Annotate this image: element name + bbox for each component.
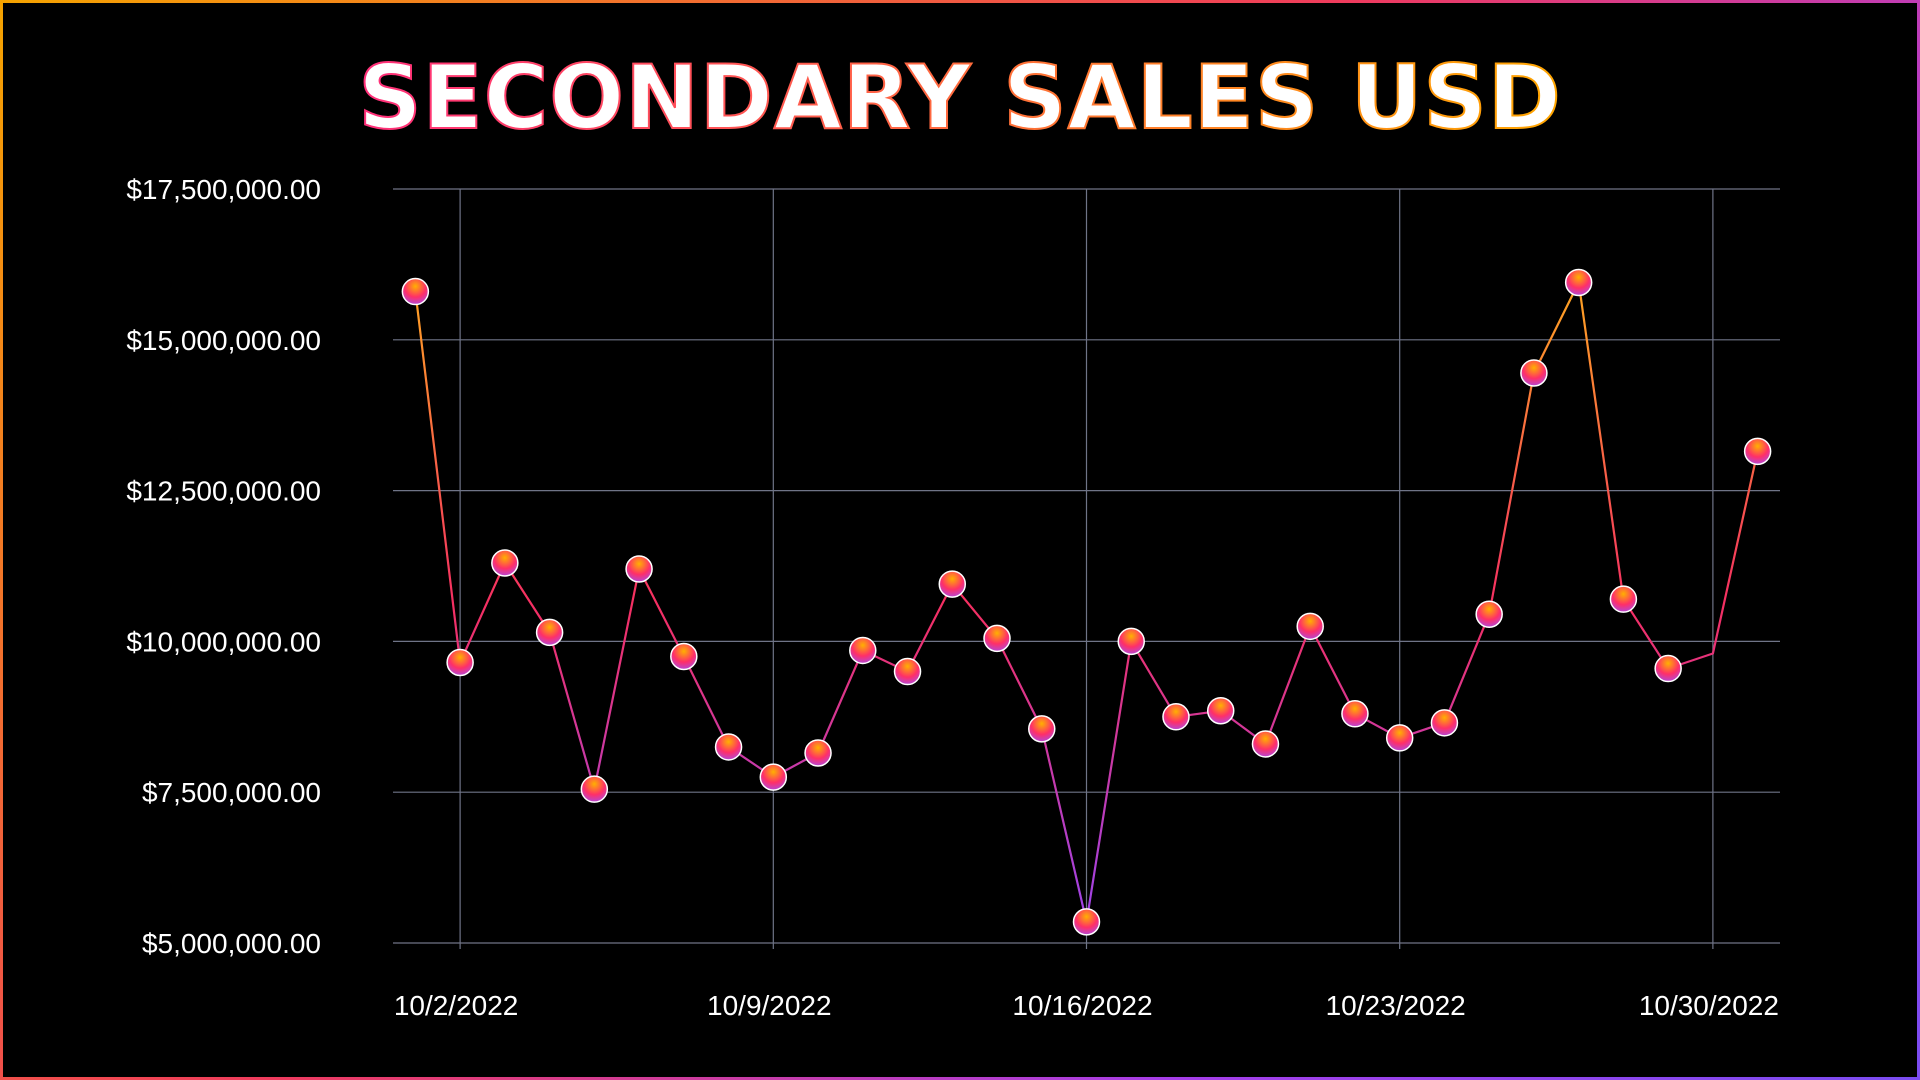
data-point[interactable] <box>1609 585 1638 613</box>
data-point[interactable] <box>1430 709 1459 737</box>
y-axis-tick-labels: $5,000,000.00 $7,500,000.00 $10,000,000.00… <box>126 174 321 959</box>
y-tick-label: $7,500,000.00 <box>142 777 321 808</box>
data-point[interactable] <box>893 657 922 686</box>
data-point[interactable] <box>1206 697 1235 725</box>
data-point[interactable] <box>1072 908 1101 936</box>
data-point[interactable] <box>446 648 474 677</box>
data-point[interactable] <box>1117 627 1145 656</box>
sales-line-chart: SECONDARY SALES USD $5,000,000.00 $7,500,… <box>126 45 1780 1021</box>
x-gridlines <box>459 189 1714 949</box>
data-point[interactable] <box>714 733 743 761</box>
data-point[interactable] <box>1743 437 1772 466</box>
data-point[interactable] <box>1296 612 1324 641</box>
data-point[interactable] <box>804 739 832 767</box>
data-point[interactable] <box>670 642 698 671</box>
data-point[interactable] <box>1162 703 1190 731</box>
x-tick-label: 10/16/2022 <box>1012 990 1152 1021</box>
y-tick-label: $12,500,000.00 <box>126 476 321 507</box>
data-point[interactable] <box>759 763 788 791</box>
data-point[interactable] <box>1564 268 1593 297</box>
data-point[interactable] <box>1520 359 1548 387</box>
x-tick-label: 10/23/2022 <box>1326 990 1466 1021</box>
data-point[interactable] <box>1028 715 1056 743</box>
y-tick-label: $5,000,000.00 <box>142 928 321 959</box>
data-point[interactable] <box>625 555 653 583</box>
data-point[interactable] <box>938 570 967 598</box>
series-markers <box>401 268 1772 936</box>
y-tick-label: $17,500,000.00 <box>126 174 321 205</box>
data-point[interactable] <box>1251 730 1280 758</box>
data-point[interactable] <box>1341 700 1369 728</box>
y-tick-label: $10,000,000.00 <box>126 626 321 657</box>
x-axis-tick-labels: 10/2/2022 10/9/2022 10/16/2022 10/23/2022 10… <box>394 990 1779 1021</box>
x-tick-label: 10/30/2022 <box>1639 990 1779 1021</box>
data-point[interactable] <box>849 636 877 665</box>
data-point[interactable] <box>1385 724 1414 752</box>
data-point[interactable] <box>983 624 1011 653</box>
x-tick-label: 10/9/2022 <box>707 990 832 1021</box>
y-tick-label: $15,000,000.00 <box>126 325 321 356</box>
data-point[interactable] <box>491 549 519 577</box>
data-point[interactable] <box>1654 654 1682 683</box>
data-point[interactable] <box>1475 600 1503 629</box>
data-point[interactable] <box>580 775 609 803</box>
chart-title: SECONDARY SALES USD <box>358 46 1562 149</box>
data-point[interactable] <box>535 618 564 647</box>
x-tick-label: 10/2/2022 <box>394 990 519 1021</box>
data-point[interactable] <box>401 277 430 306</box>
